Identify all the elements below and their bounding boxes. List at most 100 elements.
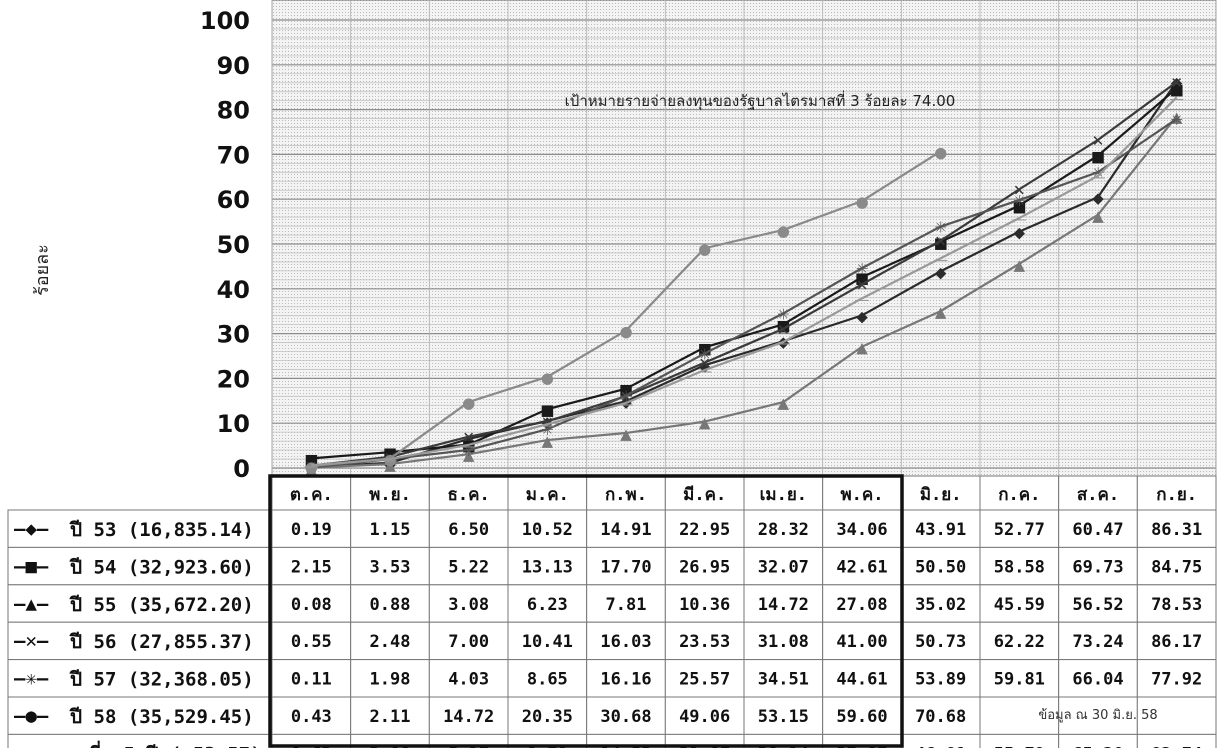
y-axis-label: ร้อยละ bbox=[32, 244, 53, 296]
data-point: ◆ bbox=[1092, 189, 1104, 207]
table-cell bbox=[900, 546, 981, 586]
data-point: — bbox=[933, 250, 948, 268]
data-point: ● bbox=[619, 323, 632, 341]
table-value: 86.17 bbox=[1151, 632, 1202, 652]
data-point: ✕ bbox=[1170, 74, 1183, 92]
legend-cell bbox=[7, 546, 273, 586]
month-label: พ.ค. bbox=[840, 485, 883, 505]
table-cell bbox=[822, 621, 902, 661]
table-value: 31.08 bbox=[758, 632, 809, 652]
table-value: 14.72 bbox=[443, 707, 494, 727]
table-cell bbox=[428, 659, 509, 698]
table-cell bbox=[743, 696, 824, 735]
table-value: 35.02 bbox=[915, 595, 966, 615]
y-tick-label: 60 bbox=[217, 186, 250, 214]
table-value: 14.72 bbox=[758, 595, 809, 615]
data-point: — bbox=[697, 362, 712, 380]
table-cell bbox=[1136, 584, 1217, 623]
table-cell bbox=[1058, 546, 1138, 586]
table-value: 0.55 bbox=[291, 632, 332, 652]
table-value: 10.41 bbox=[522, 632, 573, 652]
table-value: 0.88 bbox=[370, 595, 411, 615]
table-value: 56.52 bbox=[1072, 595, 1123, 615]
table-cell bbox=[664, 546, 745, 586]
table-value: 6.50 bbox=[448, 520, 489, 540]
table-value: 32.07 bbox=[758, 557, 809, 577]
table-value: 53.15 bbox=[758, 707, 809, 727]
target-annotation: เป้าหมายรายจ่ายลงทุนของรัฐบาลไตรมาสที่ 3… bbox=[565, 90, 956, 111]
table-value: 16.03 bbox=[600, 632, 651, 652]
legend-key: —◆— bbox=[14, 518, 49, 540]
table-cell bbox=[1136, 659, 1217, 698]
table-cell bbox=[664, 696, 745, 735]
table-value: 22.95 bbox=[679, 520, 730, 540]
table-cell bbox=[979, 546, 1060, 586]
series-line bbox=[311, 150, 942, 468]
table-value: 3.08 bbox=[448, 595, 489, 615]
legend-cell bbox=[7, 733, 273, 748]
table-cell bbox=[1136, 696, 1217, 735]
table-value: 17.70 bbox=[600, 557, 651, 577]
legend-key: —●— bbox=[14, 705, 49, 727]
month-label: ก.ค. bbox=[998, 485, 1040, 505]
table-value: 86.31 bbox=[1151, 520, 1202, 540]
data-point: — bbox=[461, 437, 476, 455]
data-point: ● bbox=[698, 240, 711, 258]
table-value: 70.68 bbox=[915, 707, 966, 727]
table-value: 10.36 bbox=[679, 595, 730, 615]
table-cell bbox=[1058, 584, 1138, 623]
table-value: 10.52 bbox=[522, 520, 573, 540]
table-value: 55.79 bbox=[994, 744, 1045, 748]
month-label: พ.ย. bbox=[369, 485, 411, 505]
table-cell bbox=[350, 546, 430, 586]
table-cell bbox=[822, 509, 902, 548]
table-cell bbox=[271, 509, 352, 548]
table-value: 2.15 bbox=[291, 557, 332, 577]
data-point: ▲ bbox=[1014, 256, 1026, 274]
table-value: 5.22 bbox=[448, 557, 489, 577]
series-line bbox=[311, 87, 1178, 460]
table-value: 59.60 bbox=[836, 707, 887, 727]
data-point: ▲ bbox=[542, 432, 554, 450]
table-value: 1.98 bbox=[370, 670, 411, 690]
legend-key: —▲— bbox=[14, 593, 49, 615]
data-point: ✕ bbox=[1092, 132, 1105, 150]
table-cell bbox=[586, 546, 666, 586]
data-point: ◆ bbox=[1014, 224, 1026, 242]
table-cell bbox=[743, 509, 824, 548]
data-point: ◆ bbox=[935, 263, 947, 281]
data-point: — bbox=[1012, 210, 1027, 228]
table-cell bbox=[428, 546, 509, 586]
data-point: ▲ bbox=[699, 414, 711, 432]
table-value: 77.92 bbox=[1151, 670, 1202, 690]
table-cell bbox=[271, 659, 352, 698]
month-header-cell bbox=[271, 475, 352, 511]
data-point: ● bbox=[462, 394, 475, 412]
month-label: ส.ค. bbox=[1077, 485, 1119, 505]
table-cell bbox=[586, 696, 666, 735]
month-header-cell bbox=[900, 475, 981, 511]
table-cell bbox=[586, 621, 666, 661]
month-header-cell bbox=[979, 475, 1060, 511]
table-cell bbox=[900, 509, 981, 548]
highlight-box bbox=[268, 474, 904, 748]
table-value: 78.53 bbox=[1151, 595, 1202, 615]
table-cell bbox=[979, 659, 1060, 698]
table-value: 59.81 bbox=[994, 670, 1045, 690]
data-point: — bbox=[1169, 89, 1184, 107]
data-point: — bbox=[619, 395, 634, 413]
table-cell bbox=[1136, 621, 1217, 661]
table-cell bbox=[979, 733, 1060, 748]
legend-cell bbox=[7, 696, 273, 735]
y-tick-label: 80 bbox=[217, 97, 250, 125]
data-point: ✕ bbox=[1013, 181, 1026, 199]
table-value: 8.65 bbox=[527, 670, 568, 690]
table-value: 1.15 bbox=[370, 520, 411, 540]
table-value: 26.95 bbox=[679, 557, 730, 577]
table-value: 20.35 bbox=[522, 707, 573, 727]
table-value: 44.61 bbox=[836, 670, 887, 690]
data-point: — bbox=[383, 451, 398, 469]
y-tick-label: 100 bbox=[200, 7, 250, 35]
legend-label: ปี 58 (35,529.45) bbox=[69, 706, 253, 728]
